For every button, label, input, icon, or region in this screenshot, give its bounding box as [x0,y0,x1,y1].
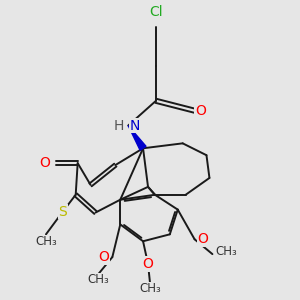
Text: N: N [130,118,140,133]
Text: CH₃: CH₃ [88,273,110,286]
Text: O: O [98,250,110,264]
Text: Cl: Cl [149,5,163,19]
Text: O: O [142,257,154,271]
Text: S: S [58,205,67,219]
Text: H: H [113,118,124,133]
Text: CH₃: CH₃ [35,235,57,248]
Polygon shape [128,125,146,150]
Text: O: O [195,104,206,118]
Text: O: O [39,156,50,170]
Text: O: O [198,232,208,246]
Text: CH₃: CH₃ [215,244,237,258]
Text: CH₃: CH₃ [139,282,161,295]
